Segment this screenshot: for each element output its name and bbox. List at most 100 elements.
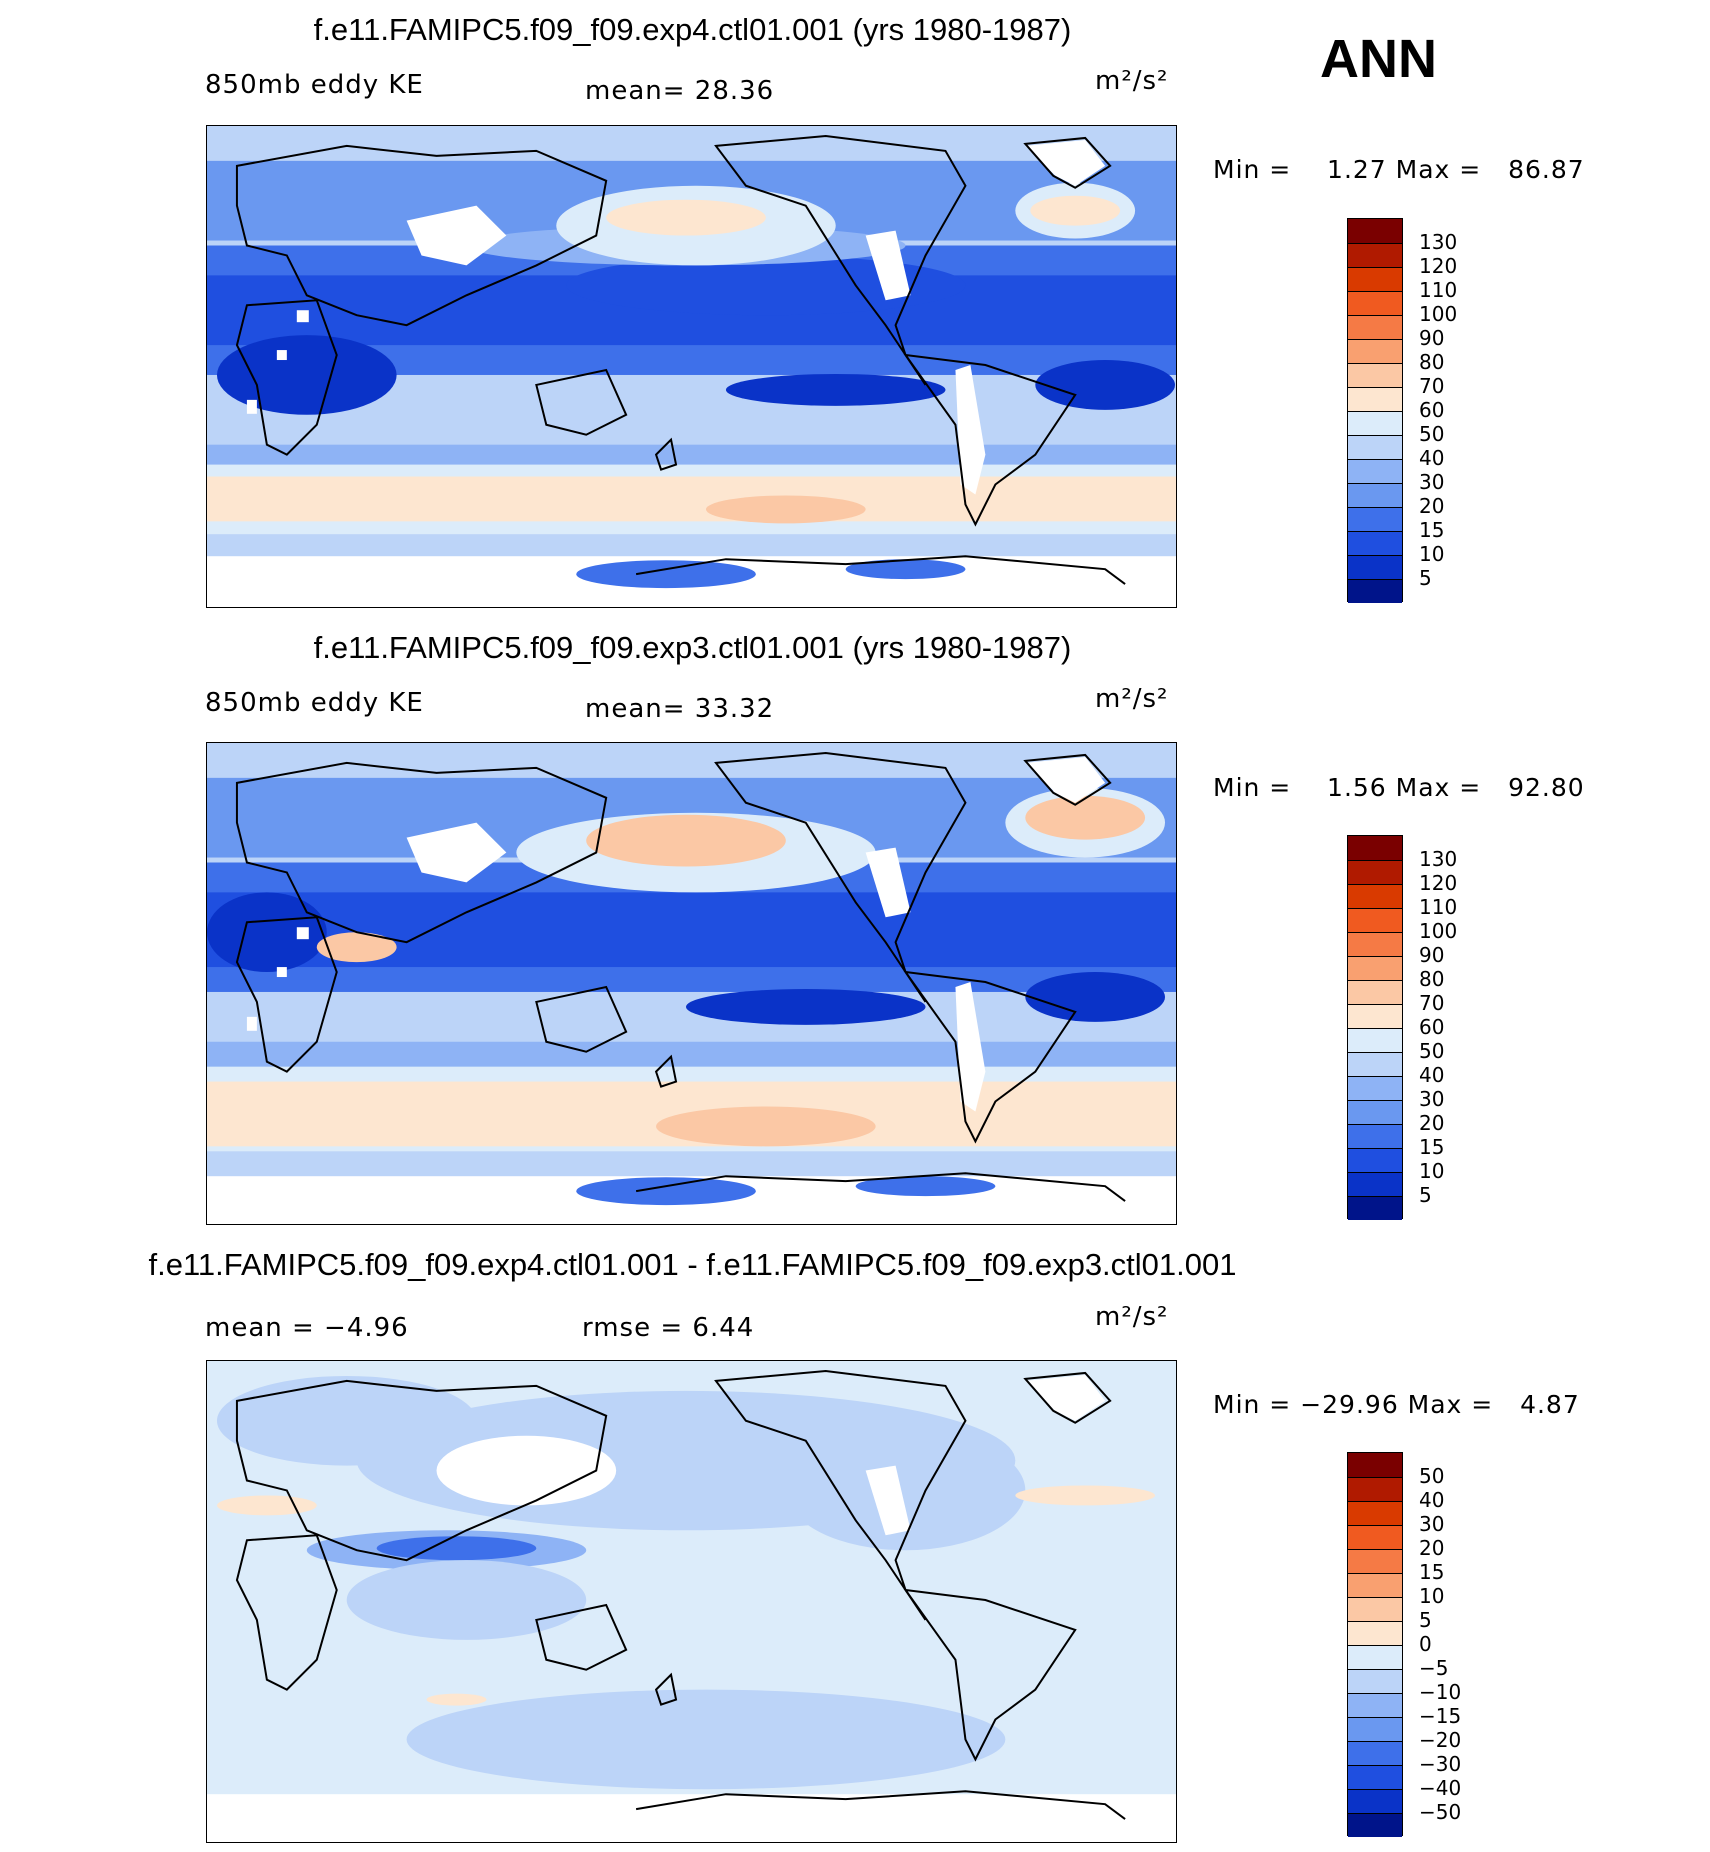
colorbar-tick-label: 80 — [1419, 350, 1445, 374]
colorbar-tick-label: 0 — [1419, 1632, 1432, 1656]
colorbar-swatch — [1348, 555, 1402, 579]
colorbar-tick-label: 40 — [1419, 446, 1445, 470]
colorbar-tick-label: 100 — [1419, 302, 1458, 326]
panel-1-mean-label: mean= 28.36 — [585, 76, 775, 106]
colorbar-tick-label: 40 — [1419, 1063, 1445, 1087]
colorbar-swatch — [1348, 339, 1402, 363]
colorbar-tick-label: 100 — [1419, 919, 1458, 943]
colorbar-tick-label: −5 — [1419, 1656, 1449, 1680]
colorbar-swatch — [1348, 1645, 1402, 1669]
colorbar-tick-label: −15 — [1419, 1704, 1462, 1728]
colorbar-swatch — [1348, 1100, 1402, 1124]
colorbar-swatch — [1348, 435, 1402, 459]
colorbar-swatch — [1348, 980, 1402, 1004]
panel-1-title: f.e11.FAMIPC5.f09_f09.exp4.ctl01.001 (yr… — [313, 12, 1072, 47]
colorbar-tick-label: 30 — [1419, 1512, 1445, 1536]
colorbar-swatch — [1348, 1573, 1402, 1597]
colorbar-swatch — [1348, 1124, 1402, 1148]
colorbar-swatch — [1348, 1477, 1402, 1501]
colorbar-tick-label: 90 — [1419, 326, 1445, 350]
colorbar-tick-label: 5 — [1419, 566, 1432, 590]
colorbar-tick-label: 30 — [1419, 470, 1445, 494]
colorbar-swatch — [1348, 1741, 1402, 1765]
colorbar-tick-label: 15 — [1419, 518, 1445, 542]
colorbar-swatch — [1348, 531, 1402, 555]
colorbar-tick-label: 60 — [1419, 398, 1445, 422]
colorbar-tick-label: 130 — [1419, 230, 1458, 254]
colorbar-swatch — [1348, 1501, 1402, 1525]
panel-3-mean-label: mean = −4.96 — [205, 1313, 409, 1343]
colorbar-tick-label: 50 — [1419, 1039, 1445, 1063]
colorbar-tick-label: 90 — [1419, 943, 1445, 967]
panel-2-map — [206, 742, 1177, 1225]
colorbar-swatch — [1348, 1196, 1402, 1220]
colorbar-tick-label: 5 — [1419, 1608, 1432, 1632]
colorbar-tick-label: 10 — [1419, 1159, 1445, 1183]
colorbar-swatch — [1348, 1789, 1402, 1813]
colorbar-swatch — [1348, 291, 1402, 315]
colorbar-swatch — [1348, 1172, 1402, 1196]
colorbar-tick-label: 15 — [1419, 1135, 1445, 1159]
colorbar-tick-label: 5 — [1419, 1183, 1432, 1207]
panel-1-map — [206, 125, 1177, 608]
colorbar-tick-label: 15 — [1419, 1560, 1445, 1584]
colorbar-tick-label: 60 — [1419, 1015, 1445, 1039]
colorbar-tick-label: 70 — [1419, 374, 1445, 398]
colorbar-tick-label: −50 — [1419, 1800, 1462, 1824]
colorbar-swatch — [1348, 1597, 1402, 1621]
colorbar-swatch — [1348, 1453, 1402, 1477]
panel-3-units: m²/s² — [1095, 1302, 1169, 1332]
colorbar-swatch — [1348, 932, 1402, 956]
colorbar-swatch — [1348, 219, 1402, 243]
panel-2-min-max: Min = 1.56 Max = 92.80 — [1213, 773, 1585, 802]
colorbar-swatch — [1348, 363, 1402, 387]
panel-2-variable-label: 850mb eddy KE — [205, 688, 424, 718]
colorbar-tick-label: 50 — [1419, 1464, 1445, 1488]
colorbar-tick-label: 10 — [1419, 542, 1445, 566]
colorbar-swatch — [1348, 956, 1402, 980]
colorbar-swatch — [1348, 315, 1402, 339]
colorbar-swatch — [1348, 1028, 1402, 1052]
colorbar-swatch — [1348, 908, 1402, 932]
panel-1-variable-label: 850mb eddy KE — [205, 70, 424, 100]
colorbar-swatch — [1348, 1717, 1402, 1741]
panel-2-units: m²/s² — [1095, 684, 1169, 714]
panel-3-rmse-label: rmse = 6.44 — [582, 1313, 755, 1343]
panel-2-title: f.e11.FAMIPC5.f09_f09.exp3.ctl01.001 (yr… — [313, 630, 1072, 665]
season-label: ANN — [1320, 29, 1437, 89]
colorbar-tick-label: −20 — [1419, 1728, 1462, 1752]
colorbar-tick-label: 80 — [1419, 967, 1445, 991]
colorbar-swatch — [1348, 1693, 1402, 1717]
colorbar-swatch — [1348, 860, 1402, 884]
panel-3-min-max: Min = −29.96 Max = 4.87 — [1213, 1390, 1580, 1419]
colorbar-swatch — [1348, 1669, 1402, 1693]
colorbar-swatch — [1348, 1148, 1402, 1172]
colorbar-tick-label: 130 — [1419, 847, 1458, 871]
colorbar-tick-label: 20 — [1419, 1536, 1445, 1560]
colorbar-swatch — [1348, 507, 1402, 531]
colorbar-swatch — [1348, 411, 1402, 435]
colorbar-swatch — [1348, 1076, 1402, 1100]
colorbar-swatch — [1348, 1621, 1402, 1645]
colorbar-swatch — [1348, 1549, 1402, 1573]
colorbar-tick-label: 110 — [1419, 278, 1458, 302]
colorbar-swatch — [1348, 1765, 1402, 1789]
colorbar-swatch — [1348, 243, 1402, 267]
panel-1-min-max: Min = 1.27 Max = 86.87 — [1213, 155, 1585, 184]
colorbar-tick-label: 10 — [1419, 1584, 1445, 1608]
colorbar-tick-label: 20 — [1419, 494, 1445, 518]
colorbar-swatch — [1348, 1525, 1402, 1549]
colorbar-swatch — [1348, 579, 1402, 603]
panel-2-mean-label: mean= 33.32 — [585, 694, 775, 724]
panel-3-map — [206, 1360, 1177, 1843]
colorbar-swatch — [1348, 483, 1402, 507]
colorbar-swatch — [1348, 884, 1402, 908]
colorbar-tick-label: 120 — [1419, 254, 1458, 278]
colorbar-tick-label: 50 — [1419, 422, 1445, 446]
colorbar-swatch — [1348, 1004, 1402, 1028]
colorbar-tick-label: 30 — [1419, 1087, 1445, 1111]
colorbar-swatch — [1348, 459, 1402, 483]
panel-3-title: f.e11.FAMIPC5.f09_f09.exp4.ctl01.001 - f… — [148, 1247, 1237, 1282]
colorbar-tick-label: 70 — [1419, 991, 1445, 1015]
colorbar-tick-label: −10 — [1419, 1680, 1462, 1704]
